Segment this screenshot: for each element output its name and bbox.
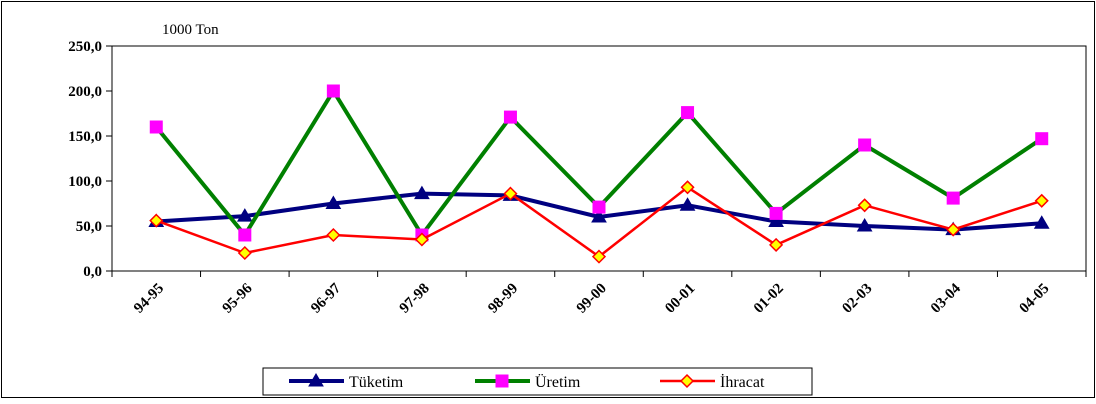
series-uretim: [149, 84, 1049, 242]
legend-label: İhracat: [720, 373, 765, 391]
uretim-point: [503, 110, 517, 124]
ihracat-point: [414, 232, 429, 247]
legend: Tüketim Üretim İhracat: [262, 367, 813, 396]
tuketim-point: [1033, 215, 1050, 229]
ihracat-point: [680, 180, 695, 195]
ihracat-point: [946, 222, 961, 237]
ihracat-point: [503, 186, 518, 201]
tuketim-point: [679, 197, 696, 211]
uretim-point: [326, 84, 340, 98]
y-tick-label: 100,0: [68, 174, 102, 190]
tuketim-point: [236, 208, 253, 222]
uretim-point: [1035, 132, 1049, 146]
uretim-point: [681, 106, 695, 120]
ihracat-point: [769, 237, 784, 252]
legend-item-ihracat: İhracat: [660, 373, 765, 391]
tuketim-point: [414, 185, 430, 200]
legend-label: Tüketim: [349, 374, 404, 391]
uretim-point: [238, 228, 252, 242]
series-ihracat: [149, 180, 1049, 264]
ihracat-point: [237, 245, 252, 261]
series-layer: [148, 84, 1050, 264]
ihracat-point: [857, 198, 872, 213]
ihracat-point: [149, 213, 164, 228]
y-tick-label: 200,0: [68, 84, 102, 100]
legend-marker: [308, 373, 324, 387]
y-tick-label: 250,0: [68, 39, 102, 55]
uretim-point: [946, 191, 960, 205]
legend-marker: [495, 374, 509, 388]
uretim-point: [769, 206, 783, 220]
ihracat-point: [1034, 193, 1049, 208]
y-axis: 0,0 50,0 100,0 150,0 200,0 250,0: [68, 39, 112, 280]
legend-item-tuketim: Tüketim: [289, 373, 404, 391]
plot-area: [111, 45, 1087, 272]
ihracat-point: [591, 249, 607, 264]
tuketim-point: [768, 213, 784, 227]
legend-item-uretim: Üretim: [475, 373, 581, 391]
legend-label: Üretim: [535, 373, 581, 391]
uretim-point: [592, 200, 606, 214]
y-tick-label: 150,0: [68, 129, 102, 145]
uretim-point: [858, 138, 872, 152]
legend-box: [262, 367, 813, 396]
tuketim-point: [325, 195, 342, 209]
legend-marker: [679, 373, 695, 389]
tuketim-point: [591, 209, 607, 223]
unit-label: 1000 Ton: [162, 22, 219, 38]
y-tick-label: 50,0: [76, 219, 102, 235]
ihracat-point: [326, 227, 341, 243]
y-tick-label: 0,0: [83, 264, 102, 280]
uretim-point: [149, 120, 163, 134]
tuketim-point: [856, 218, 873, 232]
